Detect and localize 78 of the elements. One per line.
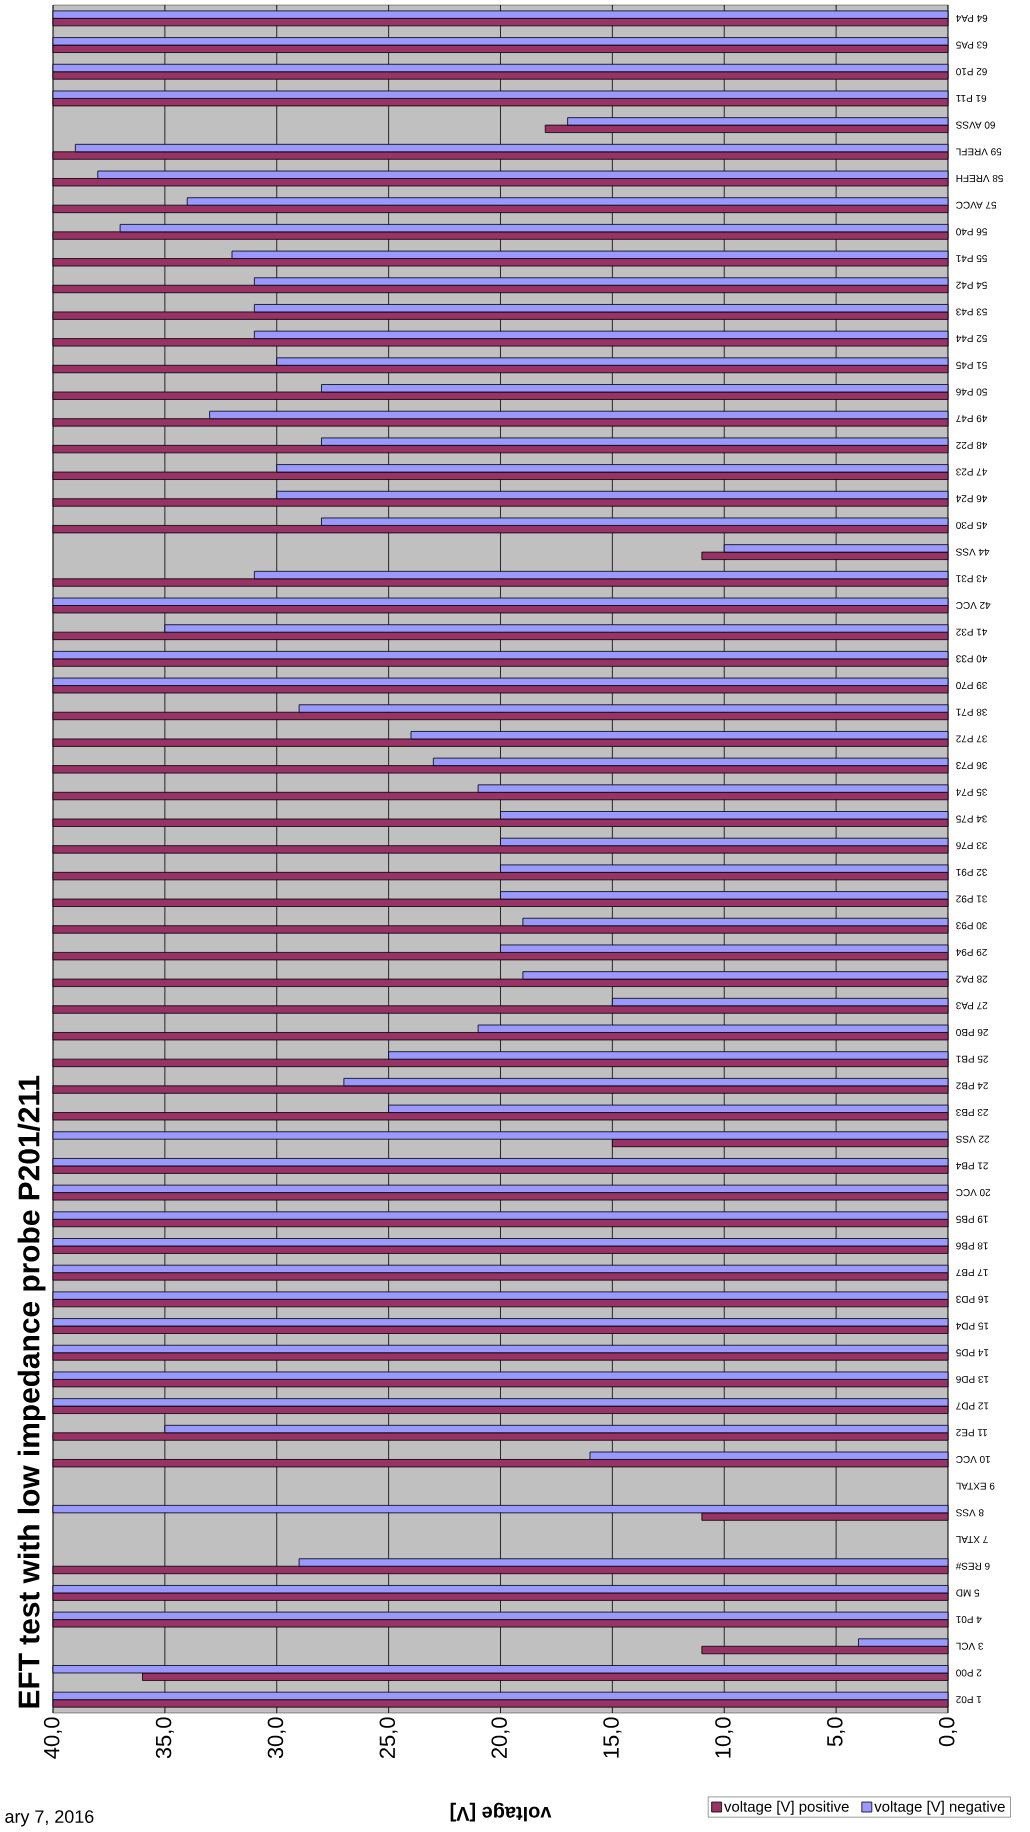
y-tick-label: 31 P92 xyxy=(956,895,987,903)
y-tick-label: 15 PD4 xyxy=(956,1322,989,1330)
y-tick-label: 49 P47 xyxy=(956,415,988,423)
x-tick-label: 20,0 xyxy=(491,1717,510,1759)
y-tick-label: 41 P32 xyxy=(956,628,988,636)
y-tick-label: 53 P43 xyxy=(956,308,987,316)
y-tick-label: 11 PE2 xyxy=(956,1429,987,1437)
y-tick-label: 51 P45 xyxy=(956,361,987,369)
y-tick-label: 37 P72 xyxy=(956,735,987,743)
y-tick-label: 47 P23 xyxy=(956,468,988,476)
y-tick-label: 29 P94 xyxy=(956,948,987,956)
x-tick-label: 25,0 xyxy=(379,1717,398,1759)
y-tick-label: 44 VSS xyxy=(956,548,990,556)
y-tick-label: 28 PA2 xyxy=(956,975,988,983)
y-tick-label: 57 AVCC xyxy=(956,201,997,209)
y-tick-label: 14 PD5 xyxy=(956,1349,989,1357)
y-tick-label: 23 PB3 xyxy=(956,1109,988,1117)
y-tick-label: 33 P76 xyxy=(956,842,987,850)
y-tick-label: 4 P01 xyxy=(956,1616,982,1624)
y-tick-label: 56 P40 xyxy=(956,228,987,236)
text: ary 7, 2016 xyxy=(5,1810,94,1827)
y-tick-label: 63 PA5 xyxy=(956,41,988,49)
y-tick-label: 50 P46 xyxy=(956,388,987,396)
y-tick-label: 59 VREFL xyxy=(956,148,1002,156)
x-tick-label: 30,0 xyxy=(267,1717,286,1759)
y-tick-label: 19 PB5 xyxy=(956,1215,988,1223)
y-tick-label: 3 VCL xyxy=(956,1642,984,1650)
x-tick-label: 15,0 xyxy=(603,1717,622,1758)
y-tick-label: 16 PD3 xyxy=(956,1295,989,1303)
y-tick-label: 64 PA4 xyxy=(956,14,988,22)
y-tick-label: 58 VREFH xyxy=(956,174,1003,183)
y-tick-label: 42 VCC xyxy=(956,601,991,610)
y-tick-label: 25 PB1 xyxy=(956,1055,988,1063)
y-tick-label: 32 P91 xyxy=(956,868,987,876)
x-tick-label: 10,0 xyxy=(715,1717,734,1758)
y-tick-label: 30 P93 xyxy=(956,922,987,930)
legend-label: voltage [V] negative xyxy=(874,1800,1005,1815)
x-tick-label: 40,0 xyxy=(43,1717,63,1759)
y-tick-label: 39 P70 xyxy=(956,682,987,690)
y-tick-label: 7 XTAL xyxy=(956,1536,988,1543)
y-tick-label: 38 P71 xyxy=(956,708,987,716)
y-tick-label: 46 P24 xyxy=(956,495,988,503)
y-tick-label: 5 MD xyxy=(956,1589,980,1597)
x-tick-label: 5,0 xyxy=(827,1717,846,1747)
y-tick-label: 13 PD6 xyxy=(956,1375,989,1383)
y-tick-label: 52 P44 xyxy=(956,335,987,343)
y-tick-label: 18 PB6 xyxy=(956,1242,988,1250)
y-tick-label: 43 P31 xyxy=(956,575,988,583)
y-tick-label: 48 P22 xyxy=(956,441,988,449)
y-tick-label: 34 P75 xyxy=(956,815,987,823)
y-tick-label: 20 VCC xyxy=(956,1189,991,1197)
y-tick-label: 9 EXTAL xyxy=(956,1482,995,1490)
legend-label: voltage [V] positive xyxy=(724,1800,849,1815)
y-tick-label: 26 PB0 xyxy=(956,1028,988,1036)
y-tick-label: 1 P02 xyxy=(956,1696,982,1704)
y-tick-label: 21 PB4 xyxy=(956,1162,988,1170)
y-tick-label: 36 P73 xyxy=(956,762,987,770)
x-axis-title: voltage [V] xyxy=(450,1802,552,1822)
y-tick-label: 45 P30 xyxy=(956,521,988,529)
x-tick-label: 0,0 xyxy=(938,1717,958,1747)
y-tick-label: 27 PA3 xyxy=(956,1002,988,1010)
y-tick-label: 60 AVSS xyxy=(956,121,995,129)
y-tick-label: 55 P41 xyxy=(956,255,987,263)
y-tick-label: 6 RES# xyxy=(955,1562,990,1570)
y-tick-label: 62 P10 xyxy=(956,68,987,76)
y-tick-label: 17 PB7 xyxy=(956,1269,988,1277)
y-tick-label: 12 PD7 xyxy=(956,1402,989,1410)
y-tick-label: 54 P42 xyxy=(956,281,987,289)
y-tick-label: 2 P00 xyxy=(956,1669,982,1677)
y-tick-label: 8 VSS xyxy=(956,1509,984,1517)
y-tick-label: 35 P74 xyxy=(956,788,987,796)
y-tick-label: 22 VSS xyxy=(956,1135,990,1143)
y-tick-label: 61 P11 xyxy=(956,94,987,102)
y-tick-label: 40 P33 xyxy=(956,655,988,663)
text: EFT test with low impedance probe P201/211 xyxy=(17,1075,46,1708)
y-tick-label: 10 VCC xyxy=(956,1455,990,1463)
y-tick-label: 24 PB2 xyxy=(956,1082,988,1090)
x-tick-label: 35,0 xyxy=(155,1717,174,1759)
